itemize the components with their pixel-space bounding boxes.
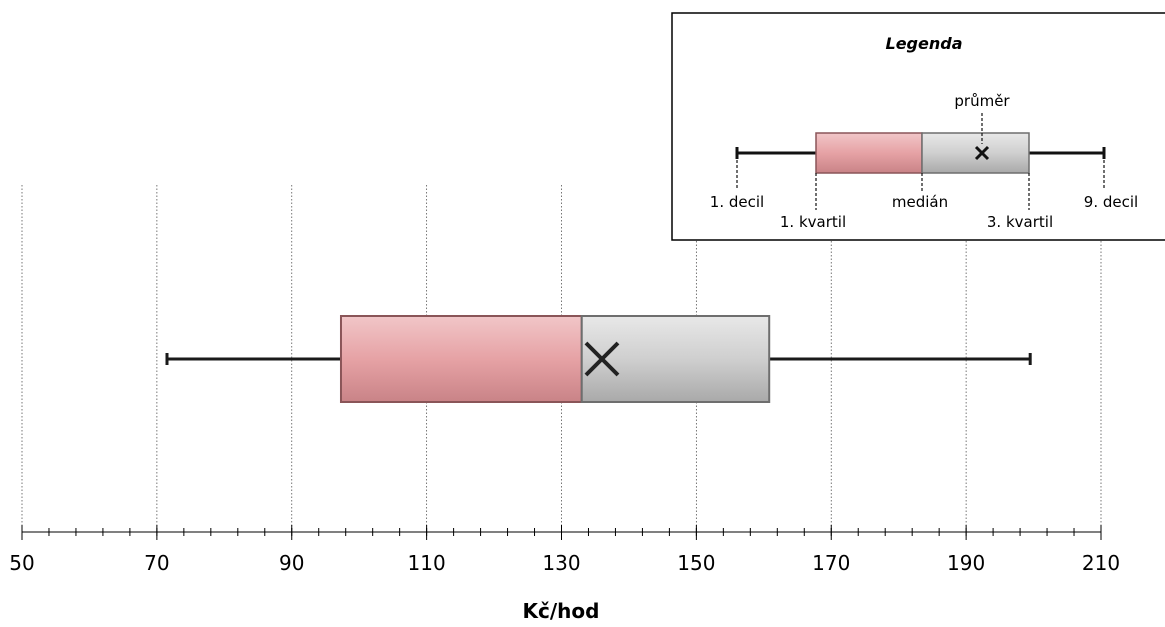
legend-label-decile9: 9. decil (1084, 193, 1138, 211)
x-tick-label: 170 (812, 551, 850, 575)
legend-label-quartile3: 3. kvartil (987, 213, 1053, 231)
legend-label-mean: průměr (954, 92, 1010, 110)
x-tick-label: 150 (677, 551, 715, 575)
x-axis-title: Kč/hod (523, 599, 600, 623)
x-tick-label: 130 (542, 551, 580, 575)
x-tick-label: 90 (279, 551, 304, 575)
legend-box-lower (815, 132, 923, 174)
x-tick-label: 50 (9, 551, 34, 575)
legend-label-median: medián (892, 193, 948, 211)
plot-area (165, 315, 1032, 403)
x-tick-label: 210 (1082, 551, 1120, 575)
box-lower-half (339, 315, 583, 403)
legend-frame (671, 12, 1165, 241)
legend: Legenda průměr 1. decil 1. kvartil medián 3.… (671, 12, 1165, 241)
legend-label-quartile1: 1. kvartil (780, 213, 846, 231)
legend-title: Legenda (886, 34, 963, 53)
legend-label-decile1: 1. decil (710, 193, 764, 211)
x-tick-label: 190 (947, 551, 985, 575)
legend-box-upper (921, 132, 1030, 174)
x-tick-label: 70 (144, 551, 169, 575)
legend-mean-stroke-2 (974, 145, 990, 161)
x-tick-label: 110 (408, 551, 446, 575)
mean-marker-stroke-2 (584, 341, 620, 377)
x-axis: 50 70 90 110 130 150 170 190 210 (9, 525, 1120, 575)
box-upper-half (580, 315, 771, 403)
